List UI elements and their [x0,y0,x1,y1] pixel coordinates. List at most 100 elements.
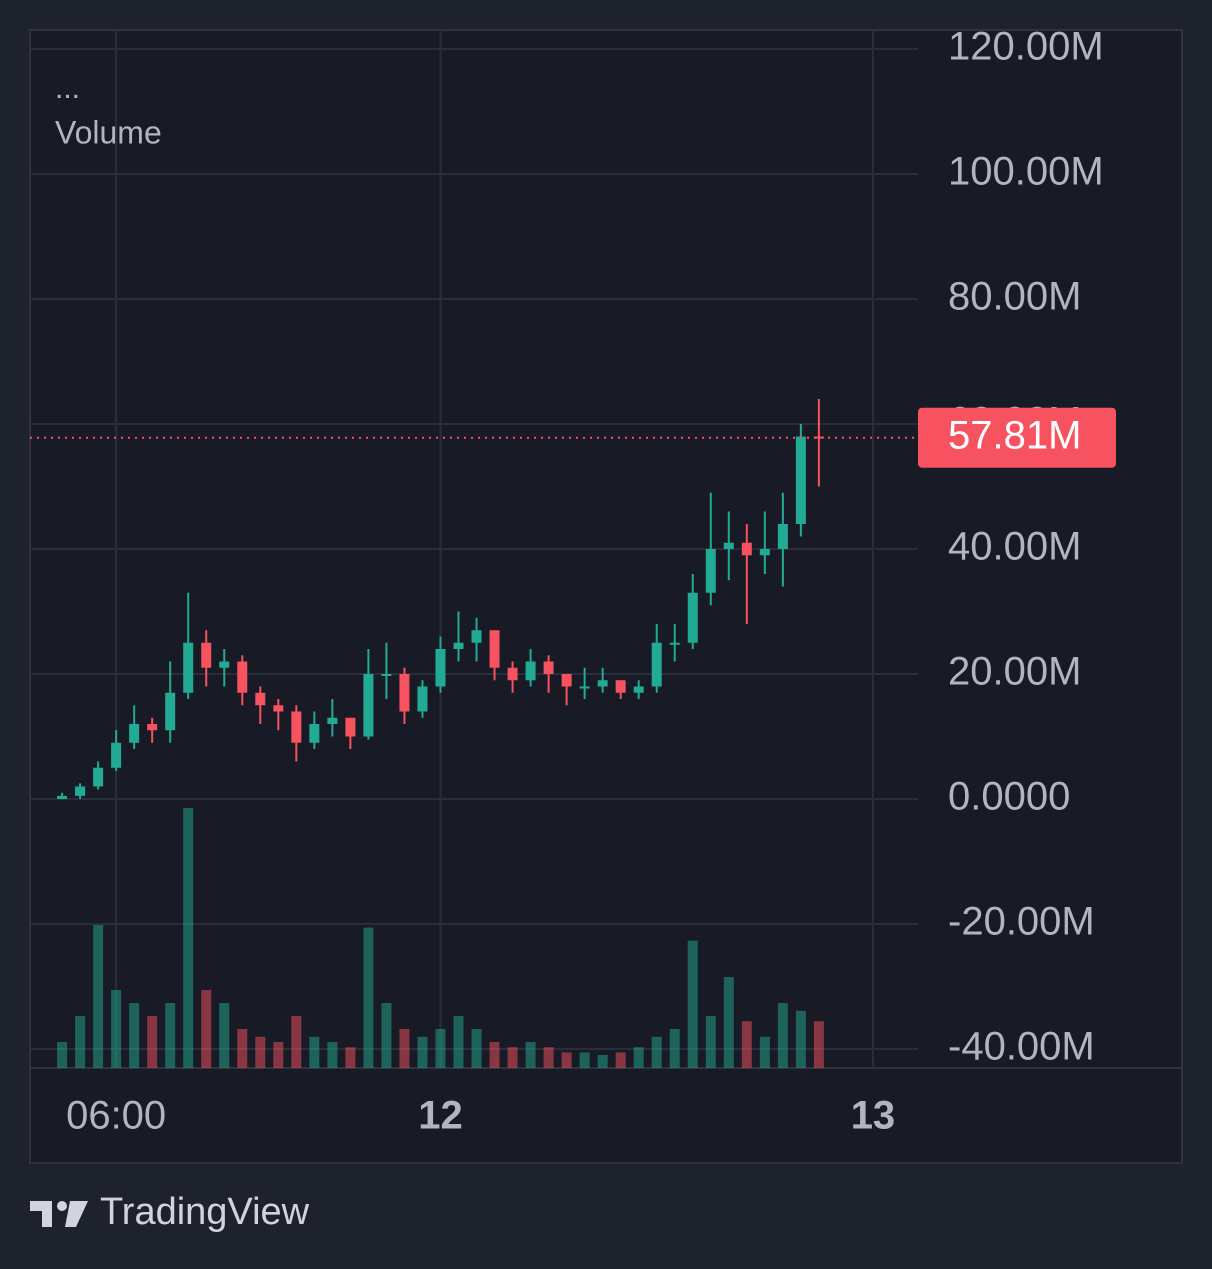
volume-bar [291,1016,302,1068]
candle-body [75,786,86,796]
candle-body [687,592,698,643]
candle-body [147,724,158,731]
volume-bar [399,1029,410,1068]
last-price-box [918,407,1116,468]
volume-bar [381,1003,392,1068]
volume-bar [723,977,734,1068]
volume-bar [345,1047,356,1068]
candle-body [741,542,752,556]
candle-body [543,661,554,674]
y-tick-label: -40.00M [948,1025,1095,1069]
legend-dots: ... [55,72,80,105]
candle-body [255,692,266,706]
volume-bar [543,1047,554,1068]
volume-bar [435,1029,446,1068]
volume-bar [489,1042,500,1068]
candle-body [219,661,230,668]
volume-bar [777,1003,788,1068]
y-tick-label: 40.00M [948,525,1081,569]
volume-bar [111,990,122,1068]
brand-logo [30,1201,88,1227]
y-tick-label: 120.00M [948,25,1104,69]
volume-bar [705,1016,716,1068]
volume-bar [57,1042,68,1068]
volume-bar [759,1036,770,1068]
volume-bar [525,1042,536,1068]
volume-label: Volume [55,114,162,150]
volume-bar [813,1021,824,1068]
volume-bar [579,1052,590,1068]
volume-bar [633,1047,644,1068]
candle-body [471,630,482,643]
candle-body [273,705,284,712]
candle-body [93,767,104,787]
candle-body [111,742,122,768]
volume-bar [219,1003,230,1068]
candle-body [507,667,518,681]
candle-body [327,717,338,724]
candle-body [435,649,446,687]
y-tick-label: -20.00M [948,900,1095,944]
candle-body [777,524,788,549]
volume-bar [255,1036,266,1068]
volume-bar [741,1021,752,1068]
candle-body [759,549,770,556]
volume-bar [363,927,374,1068]
candle-body [237,661,248,693]
candle-body [381,674,392,676]
candle-body [705,549,716,593]
chart-pane [29,29,1183,1164]
candle-body [129,724,140,743]
candle-body [651,642,662,687]
candle-body [345,717,356,737]
candle-body [291,711,302,743]
volume-bar [201,990,212,1068]
last-price-label: 57.81M [948,413,1081,457]
volume-bar [417,1036,428,1068]
volume-bar [147,1016,158,1068]
y-tick-label: 100.00M [948,150,1104,194]
volume-bar [795,1010,806,1068]
candle-body [399,674,410,712]
candle-body [57,795,68,799]
candle-body [165,692,176,731]
brand-name: TradingView [100,1191,310,1233]
volume-bar [273,1042,284,1068]
volume-bar [687,940,698,1068]
volume-bar [309,1036,320,1068]
x-tick-label: 12 [418,1094,463,1138]
volume-bar [669,1029,680,1068]
x-tick-label: 06:00 [66,1094,166,1138]
y-tick-label: 80.00M [948,275,1081,319]
volume-bar [237,1029,248,1068]
volume-bar [75,1016,86,1068]
x-tick-label: 13 [851,1094,896,1138]
volume-bar [165,1003,176,1068]
candle-body [615,680,626,693]
candle-body [633,686,644,693]
volume-bar [129,1003,140,1068]
candle-body [525,661,536,681]
volume-bar [453,1016,464,1068]
candle-body [813,436,824,439]
candle-body [723,542,734,549]
volume-bar [471,1029,482,1068]
candle-body [453,642,464,649]
y-tick-label: 0.0000 [948,775,1070,819]
candle-body [561,674,572,687]
candle-body [309,724,320,743]
candle-body [597,680,608,687]
candle-body [183,642,194,693]
volume-bar [615,1052,626,1068]
volume-bar [651,1036,662,1068]
candle-body [417,686,428,712]
y-tick-label: 20.00M [948,650,1081,694]
volume-bar [93,925,104,1068]
candle-body [795,436,806,524]
volume-bar [183,808,194,1068]
candle-body [669,642,680,645]
candle-body [579,686,590,689]
volume-bar [507,1047,518,1068]
